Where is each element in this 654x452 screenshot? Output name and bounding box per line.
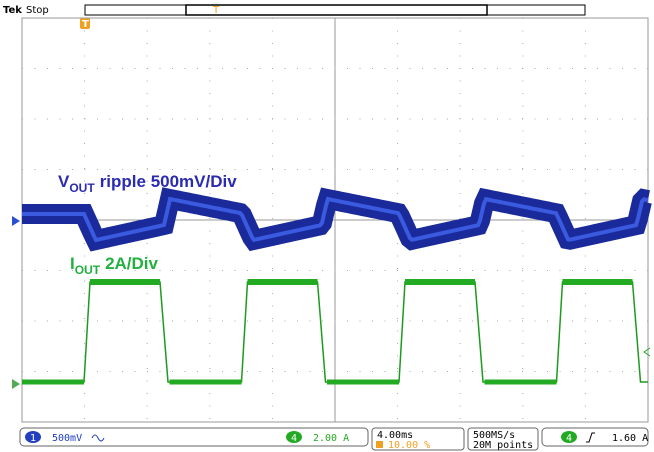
ch4-badge <box>286 431 302 443</box>
ch4-number: 4 <box>291 433 297 444</box>
vout-sub: OUT <box>69 181 95 195</box>
trigger-level: 1.60 A <box>612 433 648 444</box>
timebase-scale: 4.00ms <box>377 430 413 441</box>
ch1-badge <box>25 431 41 443</box>
traces <box>22 187 652 385</box>
view-window <box>185 4 488 16</box>
record-length: 20M points <box>473 440 533 451</box>
vout-main: V <box>58 172 70 191</box>
acquisition-box <box>467 427 539 451</box>
bw-icon <box>91 434 105 442</box>
iout-label: IOUT 2A/Div <box>70 254 159 277</box>
vout-label: VOUT ripple 500mV/Div <box>58 172 237 195</box>
trigger-position: 10.00 % <box>388 440 430 451</box>
iout-rest: 2A/Div <box>105 254 158 273</box>
iout-main: I <box>70 254 75 273</box>
edge-icon <box>586 432 595 443</box>
ch1-scale: 500mV <box>52 433 82 444</box>
ch1-number: 1 <box>30 433 36 444</box>
trigger-marker-box <box>80 18 90 29</box>
trigger-position-marker: T <box>212 5 220 16</box>
trigger-source-badge <box>561 431 577 443</box>
trigger-marker: T <box>82 19 89 30</box>
run-status: Stop <box>26 5 49 16</box>
iout-sub: OUT <box>75 263 101 277</box>
ch1-ground-marker <box>12 216 20 226</box>
ch4-scale: 2.00 A <box>313 433 349 444</box>
sample-rate: 500MS/s <box>473 430 515 441</box>
trigger-pos-icon <box>376 441 383 448</box>
brand: Tek <box>3 5 22 16</box>
trigger-level-marker <box>643 347 651 357</box>
channel-box <box>19 427 369 447</box>
vout-core <box>22 196 649 243</box>
trigger-source: 4 <box>566 433 572 444</box>
ch4-ground-marker <box>12 379 20 389</box>
vout-rest: ripple 500mV/Div <box>100 172 238 191</box>
timebase-box <box>371 427 465 451</box>
record-bar <box>84 4 586 16</box>
